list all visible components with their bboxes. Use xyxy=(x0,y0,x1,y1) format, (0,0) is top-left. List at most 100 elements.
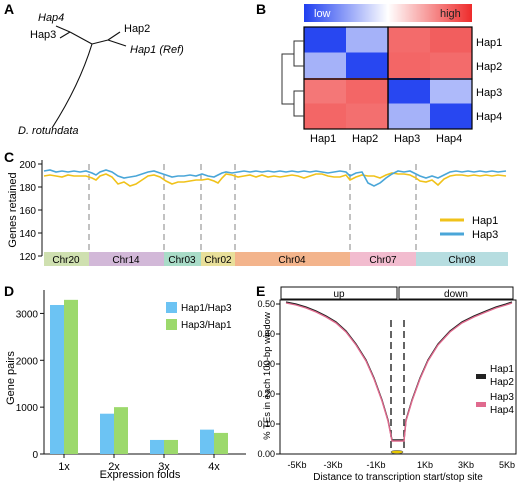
heatmap-cell-hap1-hap1 xyxy=(304,27,346,53)
d-legend-label-1: Hap1/Hap3 xyxy=(181,303,232,314)
bar-hap1-hap3-4x xyxy=(200,429,214,454)
e-up-label: up xyxy=(333,289,345,300)
e-y-axis-label: % TEs in each 100-bp window xyxy=(262,312,273,440)
chrom-label-chr20: Chr20 xyxy=(52,255,80,266)
e-plot-frame xyxy=(279,299,517,455)
line-hap3 xyxy=(43,169,507,187)
heatmap-cell-hap4-hap2 xyxy=(346,103,388,129)
bar-hap1-hap3-2x xyxy=(100,413,114,454)
chrom-label-chr07: Chr07 xyxy=(369,255,397,266)
d-x-tick-label-1x: 1x xyxy=(58,461,70,473)
e-x-tick-neg5kb: -5Kb xyxy=(287,460,306,470)
d-x-tick-label-3x: 3x xyxy=(158,461,170,473)
legend-low-label: low xyxy=(314,8,331,20)
row-label-hap1: Hap1 xyxy=(476,37,502,49)
e-legend-2-line2: Hap4 xyxy=(490,405,514,416)
panel-c: C Genes retained 200 180 160 140 120 xyxy=(4,149,508,266)
d-legend: Hap1/Hap3 Hap3/Hap1 xyxy=(166,302,232,331)
cluster-box-4 xyxy=(387,78,473,130)
e-legend-1-line2: Hap2 xyxy=(490,377,514,388)
e-down-box xyxy=(398,286,514,300)
tree-tip-hap2: Hap2 xyxy=(124,23,150,35)
c-y-tick-180: 180 xyxy=(19,183,36,194)
c-y-tick-140: 140 xyxy=(19,229,36,240)
c-legend-hap3-label: Hap3 xyxy=(472,229,498,241)
e-up-box xyxy=(280,286,398,300)
legend-high-gradient xyxy=(388,4,472,22)
d-y-tick-label: 0 xyxy=(32,450,38,461)
heatmap-cell-hap4-hap3 xyxy=(388,103,430,129)
heatmap-cell-hap3-hap3 xyxy=(388,78,430,104)
e-legend-swatch-1 xyxy=(476,374,486,379)
d-x-tick-label-2x: 2x xyxy=(108,461,120,473)
tree-tip-hap4: Hap4 xyxy=(38,12,64,24)
panel-e: E % TEs in each 100-bp window up down 0.… xyxy=(256,283,517,483)
chrom-label-chr08: Chr08 xyxy=(448,255,476,266)
chrom-band-chr07 xyxy=(350,252,416,266)
heatmap-cell-hap2-hap4 xyxy=(430,52,472,78)
bar-hap3-hap1-1x xyxy=(64,299,78,454)
phylo-tree xyxy=(51,25,127,129)
d-legend-label-2: Hap3/Hap1 xyxy=(181,320,232,331)
e-legend: Hap1 Hap2 Hap3 Hap4 xyxy=(476,364,514,416)
c-y-tick-120: 120 xyxy=(19,252,36,263)
bar-hap3-hap1-2x xyxy=(114,407,128,454)
chrom-band-chr08 xyxy=(416,252,508,266)
e-y-tick-010: 0.10 xyxy=(257,419,275,429)
e-legend-1-line1: Hap1 xyxy=(490,364,514,375)
heatmap-cell-hap3-hap2 xyxy=(346,78,388,104)
chrom-band-chr04 xyxy=(235,252,350,266)
col-label-hap4: Hap4 xyxy=(436,133,462,145)
bar-hap3-hap1-4x xyxy=(214,432,228,454)
legend-low-gradient xyxy=(304,4,388,22)
e-down-label: down xyxy=(444,289,468,300)
heatmap-cell-hap1-hap4 xyxy=(430,27,472,53)
d-y-tick-label: 2000 xyxy=(16,356,39,367)
d-y-tick-label: 1000 xyxy=(16,403,39,414)
heatmap-cell-hap1-hap2 xyxy=(346,27,388,53)
row-label-hap3: Hap3 xyxy=(476,87,502,99)
panel-a: A Hap4 Hap3 Hap2 Hap1 (Ref) D. rotundata xyxy=(4,1,184,137)
panel-a-label: A xyxy=(4,1,14,17)
c-y-axis-label: Genes retained xyxy=(7,172,19,247)
e-x-axis-label: Distance to transcription start/stop sit… xyxy=(313,472,483,483)
panel-b-label: B xyxy=(256,1,266,17)
c-y-tick-160: 160 xyxy=(19,206,36,217)
e-x-tick-neg1kb: -1Kb xyxy=(366,460,385,470)
e-line-hap1-hap2 xyxy=(285,301,513,441)
e-legend-swatch-2 xyxy=(476,402,486,407)
chrom-band-chr02 xyxy=(201,252,235,266)
d-y-tick-label: 3000 xyxy=(16,309,39,320)
panel-b: B low high Hap1 Hap2 Hap3 Hap4 Hap1 Hap2… xyxy=(256,1,502,145)
heatmap-cell-hap4-hap4 xyxy=(430,103,472,129)
e-x-tick-1kb: 1Kb xyxy=(417,460,433,470)
chrom-band-chr20 xyxy=(44,252,89,266)
chrom-label-chr03: Chr03 xyxy=(168,255,196,266)
bar-hap1-hap3-3x xyxy=(150,439,164,454)
heatmap-cell-hap2-hap3 xyxy=(388,52,430,78)
e-y-tick-020: 0.20 xyxy=(257,389,275,399)
panel-c-label: C xyxy=(4,149,14,165)
d-x-tick-label-4x: 4x xyxy=(208,461,220,473)
c-y-ticks: 200 180 160 140 120 xyxy=(19,160,42,263)
e-tss-marker xyxy=(390,450,404,454)
e-x-tick-3kb: 3Kb xyxy=(458,460,474,470)
line-hap1 xyxy=(43,172,507,187)
c-legend: Hap1 Hap3 xyxy=(440,215,498,241)
d-bars xyxy=(50,299,228,454)
d-legend-swatch-2 xyxy=(166,319,177,330)
e-y-tick-040: 0.40 xyxy=(257,329,275,339)
c-y-tick-200: 200 xyxy=(19,160,36,171)
heatmap-cell-hap2-hap1 xyxy=(304,52,346,78)
e-y-ticks: 0.50 0.40 0.30 0.20 0.10 0.00 xyxy=(257,299,280,459)
chrom-label-chr14: Chr14 xyxy=(112,255,140,266)
e-x-tick-5kb: 5Kb xyxy=(499,460,515,470)
e-legend-2-line1: Hap3 xyxy=(490,392,514,403)
heatmap xyxy=(304,27,472,129)
d-x-ticks: 1x 2x 3x 4x xyxy=(58,454,220,473)
e-tss-dashes xyxy=(390,320,405,450)
d-x-axis-label: Expression folds xyxy=(100,469,181,481)
heatmap-cell-hap2-hap2 xyxy=(346,52,388,78)
tree-tip-hap1-ref: Hap1 (Ref) xyxy=(130,44,184,56)
